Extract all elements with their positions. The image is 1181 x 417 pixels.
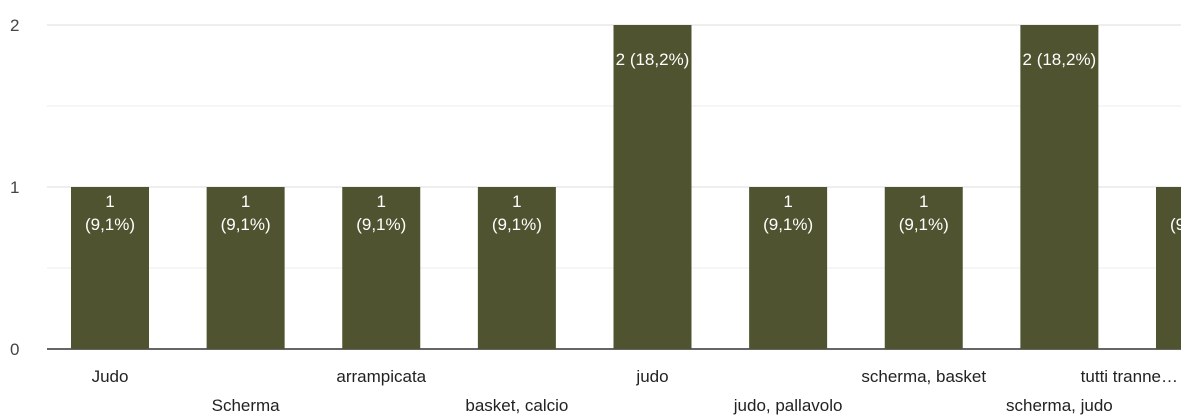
y-tick-label: 0 (10, 340, 19, 359)
bar (342, 187, 421, 349)
bar (1020, 25, 1099, 349)
bar (206, 187, 285, 349)
x-tick-label: Judo (92, 367, 129, 386)
data-label: 2 (18,2%) (616, 50, 690, 69)
data-label: 1 (377, 192, 386, 211)
x-tick-label: scherma, basket (861, 367, 986, 386)
data-label: 1 (512, 192, 521, 211)
data-labels: 1 (9,1%) 1 (9,1%) 1 (9,1%) 1 (9,1%) 2 (18,2%) 1 (9… (85, 50, 1181, 234)
x-tick-label: judo (635, 367, 668, 386)
bar (71, 187, 149, 349)
data-label: 1 (241, 192, 250, 211)
data-label: (9,1%) (492, 215, 542, 234)
bar (884, 187, 963, 349)
x-axis-ticks: Judo Scherma arrampicata basket, calcio judo… (92, 367, 1178, 415)
bar (749, 187, 828, 349)
bar (613, 25, 692, 349)
x-tick-label: judo, pallavolo (733, 396, 843, 415)
bar (477, 187, 556, 349)
x-tick-label: tutti tranne… (1081, 367, 1178, 386)
y-tick-label: 2 (10, 16, 19, 35)
data-label: (9,1%) (356, 215, 406, 234)
bars (71, 25, 1181, 349)
data-label: 1 (105, 192, 114, 211)
x-tick-label: scherma, judo (1006, 396, 1113, 415)
y-axis-ticks: 0 1 2 (10, 16, 19, 359)
data-label: (9,1%) (85, 215, 135, 234)
data-label: (9,1%) (1170, 215, 1181, 234)
data-label: (9,1%) (763, 215, 813, 234)
data-label: 1 (783, 192, 792, 211)
data-label: 1 (919, 192, 928, 211)
bar (1156, 187, 1181, 349)
data-label: 2 (18,2%) (1023, 50, 1097, 69)
data-label: (9,1%) (899, 215, 949, 234)
x-tick-label: basket, calcio (465, 396, 568, 415)
data-label: (9,1%) (221, 215, 271, 234)
x-tick-label: arrampicata (336, 367, 426, 386)
x-tick-label: Scherma (212, 396, 281, 415)
y-tick-label: 1 (10, 178, 19, 197)
